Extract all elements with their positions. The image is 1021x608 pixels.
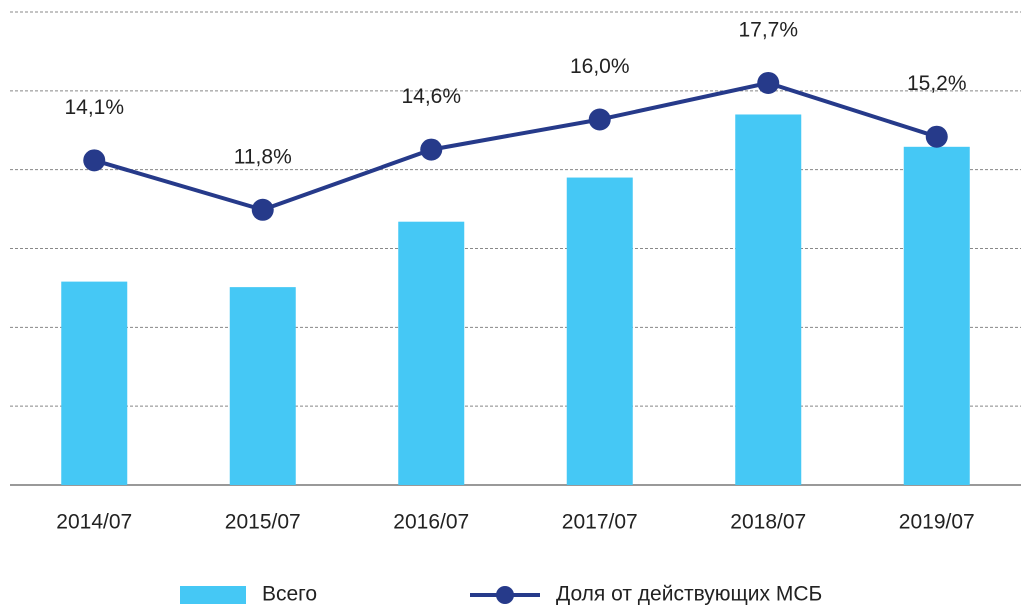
legend-swatch xyxy=(496,586,514,604)
x-tick-label: 2017/07 xyxy=(562,511,638,534)
point xyxy=(251,198,274,221)
bar xyxy=(229,287,296,485)
x-tick-label: 2015/07 xyxy=(225,511,301,534)
data-label: 15,2% xyxy=(907,72,967,95)
x-tick-label: 2018/07 xyxy=(730,511,806,534)
point xyxy=(83,149,106,172)
bar xyxy=(566,177,633,486)
x-tick-label: 2014/07 xyxy=(56,511,132,534)
legend-swatch xyxy=(180,586,246,604)
bar xyxy=(398,221,465,486)
x-tick-label: 2016/07 xyxy=(393,511,469,534)
data-label: 14,6% xyxy=(401,85,461,108)
x-tick-label: 2019/07 xyxy=(899,511,975,534)
data-label: 16,0% xyxy=(570,55,630,78)
bar xyxy=(735,114,802,485)
data-label: 17,7% xyxy=(738,18,798,41)
bar xyxy=(903,146,970,485)
data-label: 11,8% xyxy=(234,145,292,168)
data-label: 14,1% xyxy=(64,96,124,119)
point xyxy=(420,138,443,161)
line xyxy=(93,80,938,212)
point xyxy=(925,125,948,148)
bar xyxy=(61,281,128,485)
legend-label: Всего xyxy=(262,583,317,606)
legend-label: Доля от действующих МСБ xyxy=(556,583,822,606)
point xyxy=(757,71,780,94)
point xyxy=(588,108,611,131)
